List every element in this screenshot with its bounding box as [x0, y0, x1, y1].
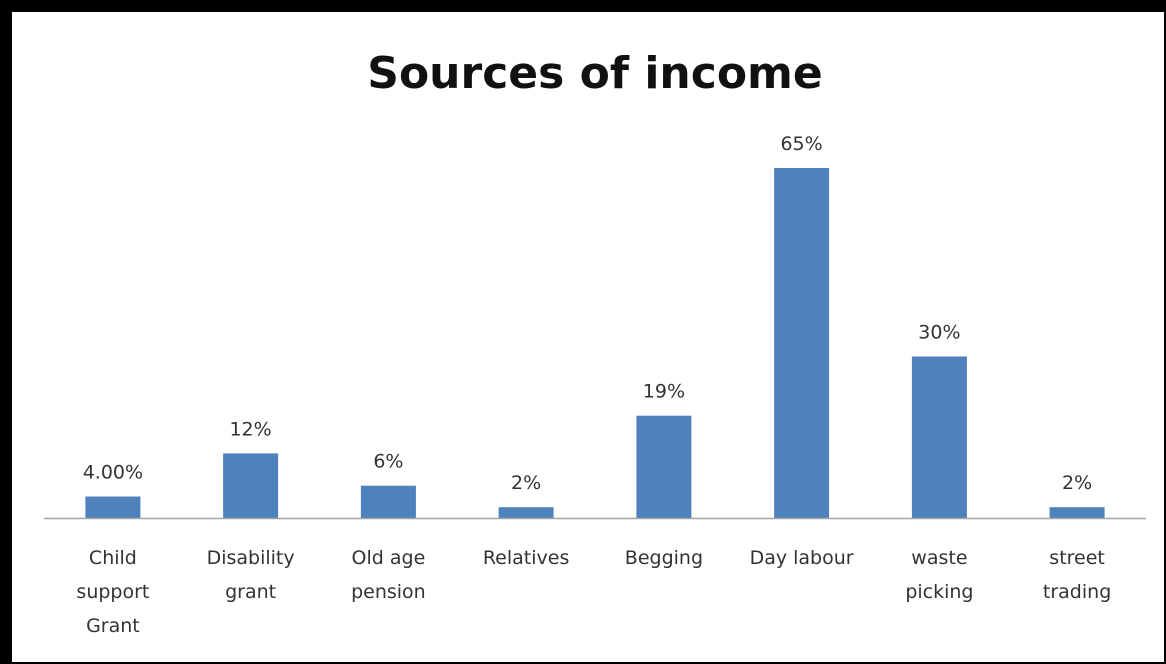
category-label-0: Child support Grant	[76, 547, 149, 637]
value-label-3: 2%	[511, 472, 541, 494]
value-label-7: 2%	[1062, 472, 1092, 494]
value-label-6: 30%	[918, 322, 960, 344]
value-label-2: 6%	[373, 451, 403, 473]
bars-group	[85, 168, 1105, 518]
category-label-1: Disability grant	[207, 547, 295, 603]
category-label-5: Day labour	[750, 547, 854, 569]
category-label-4: Begging	[625, 547, 703, 569]
bar-1	[223, 453, 279, 518]
value-label-4: 19%	[643, 381, 685, 403]
bar-7	[1049, 507, 1105, 518]
category-label-7: street trading	[1043, 547, 1111, 603]
category-label-6: waste picking	[905, 547, 973, 603]
bar-5	[774, 168, 830, 518]
bar-4	[636, 415, 692, 518]
bar-3	[498, 507, 554, 518]
chart-title: Sources of income	[367, 48, 822, 99]
category-label-2: Old age pension	[351, 547, 426, 603]
value-label-0: 4.00%	[83, 462, 143, 484]
category-labels-group: Child support Grant Disability grant Old age p…	[76, 547, 1111, 637]
value-labels-group: 4.00% 12% 6% 2% 19% 65% 30% 2%	[83, 133, 1092, 494]
category-label-3: Relatives	[483, 547, 570, 569]
bar-6	[911, 356, 967, 518]
value-label-1: 12%	[229, 418, 271, 440]
bar-0	[85, 496, 141, 518]
bar-2	[360, 485, 416, 518]
value-label-5: 65%	[780, 133, 822, 155]
